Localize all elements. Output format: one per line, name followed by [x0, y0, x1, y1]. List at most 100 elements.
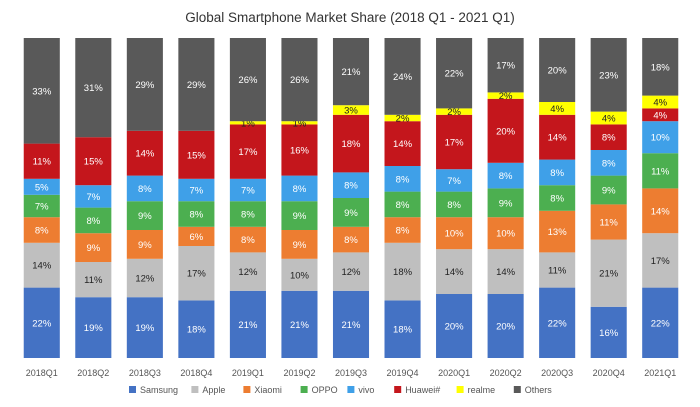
bar-segment-others-2020q4: [590, 38, 627, 112]
data-label-huawei-2018q4: 15%: [187, 150, 207, 161]
data-label-vivo-2020q1: 7%: [447, 176, 461, 187]
data-label-apple-2020q4: 21%: [599, 269, 619, 280]
x-tick-label-2019q2: 2019Q2: [283, 368, 315, 378]
data-label-others-2020q4: 23%: [599, 70, 619, 81]
data-label-apple-2021q1: 17%: [651, 256, 671, 267]
data-label-vivo-2021q1: 10%: [651, 133, 671, 144]
bar-segment-vivo-2020q3: [539, 159, 576, 186]
data-label-samsung-2019q4: 18%: [393, 325, 413, 336]
data-label-xiaomi-2019q2: 9%: [293, 240, 307, 251]
bar-segment-xiaomi-2019q2: [281, 230, 318, 259]
data-label-xiaomi-2018q3: 9%: [138, 240, 152, 251]
legend-label-vivo: vivo: [358, 385, 374, 395]
x-tick-label-2020q3: 2020Q3: [541, 368, 573, 378]
legend-swatch-huawei: [394, 386, 402, 393]
bar-segment-apple-2018q2: [75, 262, 112, 298]
bar-segment-samsung-2020q2: [487, 294, 524, 358]
bar-segment-xiaomi-2021q1: [642, 188, 679, 234]
data-label-apple-2018q1: 14%: [32, 261, 52, 272]
data-label-others-2019q3: 21%: [341, 67, 361, 78]
data-label-samsung-2019q2: 21%: [290, 320, 310, 331]
bar-segment-apple-2020q1: [436, 249, 473, 294]
data-label-realme-2019q1: 1%: [241, 118, 255, 129]
bar-segment-oppo-2020q3: [539, 185, 576, 211]
bar-segment-huawei-2019q2: [281, 124, 318, 176]
bar-segment-vivo-2019q1: [229, 178, 266, 202]
bar-segment-oppo-2020q1: [436, 191, 473, 218]
data-label-vivo-2020q2: 8%: [499, 171, 513, 182]
bar-segment-realme-2021q1: [642, 95, 679, 109]
data-label-realme-2019q3: 3%: [344, 106, 358, 117]
x-tick-label-2020q2: 2020Q2: [490, 368, 522, 378]
bar-segment-others-2018q1: [23, 38, 60, 144]
x-tick-label-2020q1: 2020Q1: [438, 368, 470, 378]
data-label-xiaomi-2019q3: 8%: [344, 235, 358, 246]
bar-segment-xiaomi-2020q3: [539, 210, 576, 253]
data-label-oppo-2020q2: 9%: [499, 198, 513, 209]
legend-label-xiaomi: Xiaomi: [254, 385, 282, 395]
bar-segment-apple-2018q4: [178, 246, 215, 301]
bar-segment-oppo-2021q1: [642, 153, 679, 189]
data-label-others-2019q2: 26%: [290, 75, 310, 86]
legend-label-realme: realme: [468, 385, 496, 395]
bar-segment-apple-2021q1: [642, 233, 679, 288]
data-label-huawei-2019q1: 17%: [238, 147, 258, 158]
legend-swatch-others: [513, 386, 521, 393]
bar-segment-huawei-2020q2: [487, 98, 524, 163]
bar-segment-huawei-2020q4: [590, 124, 627, 150]
bar-segment-xiaomi-2020q4: [590, 204, 627, 240]
bar-segment-apple-2019q2: [281, 258, 318, 291]
data-label-xiaomi-2020q3: 13%: [548, 227, 568, 238]
bar-segment-samsung-2020q3: [539, 287, 576, 358]
data-label-apple-2018q2: 11%: [84, 275, 103, 286]
x-tick-label-2018q1: 2018Q1: [26, 368, 58, 378]
bar-segment-huawei-2019q1: [229, 124, 266, 179]
bar-segment-vivo-2020q2: [487, 162, 524, 189]
data-label-vivo-2018q3: 8%: [138, 184, 152, 195]
data-label-others-2020q1: 22%: [445, 69, 465, 80]
bar-segment-others-2019q4: [384, 38, 421, 115]
bar-segment-huawei-2018q1: [23, 143, 60, 179]
bar-segment-huawei-2020q1: [436, 114, 473, 170]
bar-segment-samsung-2020q1: [436, 294, 473, 358]
data-label-oppo-2020q1: 8%: [447, 200, 461, 211]
bar-segment-apple-2018q3: [126, 258, 163, 298]
data-label-vivo-2019q1: 7%: [241, 186, 255, 197]
bar-segment-xiaomi-2019q3: [332, 226, 370, 253]
bar-segment-huawei-2018q2: [75, 137, 112, 186]
bar-segment-oppo-2018q4: [178, 201, 215, 227]
data-label-oppo-2019q1: 8%: [241, 210, 255, 221]
bar-segment-samsung-2019q2: [281, 290, 318, 358]
bar-segment-realme-2019q4: [384, 114, 421, 122]
data-label-apple-2019q4: 18%: [393, 267, 413, 278]
legend-label-huawei: Huawei#: [405, 385, 440, 395]
bar-segment-xiaomi-2018q2: [75, 233, 112, 262]
data-label-others-2019q1: 26%: [238, 75, 258, 86]
data-label-oppo-2018q1: 7%: [35, 202, 49, 213]
data-label-xiaomi-2020q2: 10%: [496, 229, 516, 240]
data-label-xiaomi-2019q1: 8%: [241, 235, 255, 246]
data-label-samsung-2020q3: 22%: [548, 318, 568, 329]
data-label-others-2018q2: 31%: [84, 83, 104, 94]
data-label-huawei-2019q2: 16%: [290, 146, 310, 157]
bar-segment-oppo-2018q1: [23, 194, 60, 218]
bar-segment-realme-2019q3: [332, 105, 370, 115]
x-tick-label-2020q4: 2020Q4: [593, 368, 625, 378]
data-label-others-2020q2: 17%: [496, 61, 516, 72]
data-label-huawei-2020q3: 14%: [548, 133, 568, 144]
bar-segment-vivo-2019q3: [332, 172, 370, 198]
bar-segment-realme-2019q1: [229, 121, 266, 125]
legend-label-oppo: OPPO: [312, 385, 338, 395]
bar-segment-samsung-2018q2: [75, 297, 112, 358]
x-tick-label-2019q4: 2019Q4: [387, 368, 419, 378]
data-label-oppo-2018q4: 8%: [190, 210, 204, 221]
x-tick-label-2018q3: 2018Q3: [129, 368, 161, 378]
bar-segment-xiaomi-2019q1: [229, 226, 266, 253]
data-label-vivo-2018q1: 5%: [35, 182, 49, 193]
legend-swatch-xiaomi: [243, 386, 251, 393]
bar-segment-realme-2019q2: [281, 121, 318, 125]
data-label-vivo-2019q3: 8%: [344, 181, 358, 192]
data-label-realme-2020q1: 2%: [447, 107, 461, 118]
legend-label-others: Others: [525, 385, 553, 395]
bar-segment-apple-2020q4: [590, 239, 627, 307]
